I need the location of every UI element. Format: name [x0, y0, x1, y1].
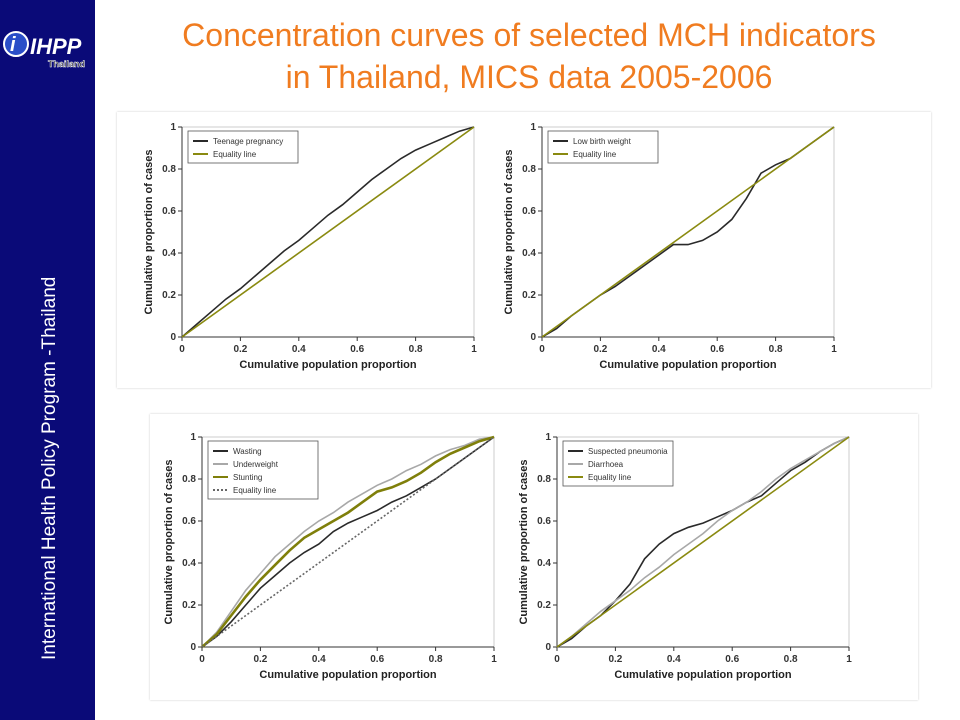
y-tick-label: 1 — [190, 432, 196, 443]
series-stunting — [201, 435, 495, 648]
chart-low-birth-weight: 0 0.2 0.4 0.6 0.8 1 0 0.2 0.4 0.6 0.8 1 Cumulative p… — [503, 122, 837, 371]
y-tick-label: 0.2 — [162, 290, 176, 301]
title-line-1: Concentration curves of selected MCH ind… — [182, 17, 876, 53]
y-axis-label: Cumulative proportion of cases — [518, 459, 530, 624]
y-tick-label: 1 — [530, 122, 536, 133]
x-tick-label: 0.2 — [608, 654, 622, 665]
legend-box — [547, 130, 659, 164]
x-tick-label: 0.4 — [652, 344, 666, 355]
y-tick-label: 1 — [170, 122, 176, 133]
y-axis-label: Cumulative proportion of cases — [143, 149, 155, 314]
x-tick-label: 0.2 — [233, 344, 247, 355]
chart-nutrition: 0 0.2 0.4 0.6 0.8 1 0 0.2 0.4 0.6 0.8 1 Cumulative p… — [163, 432, 497, 681]
y-tick-label: 0.2 — [182, 600, 196, 611]
x-tick-label: 1 — [831, 344, 837, 355]
series-equality-line — [556, 436, 850, 648]
x-tick-label: 0 — [554, 654, 560, 665]
y-tick-label: 0.6 — [162, 206, 176, 217]
legend-label-equality-line: Equality line — [588, 473, 632, 482]
y-tick-label: 0 — [545, 642, 551, 653]
legend-label-suspected-pneumonia: Suspected pneumonia — [588, 447, 668, 456]
y-tick-label: 0.6 — [537, 516, 551, 527]
sidebar: i IHPP Thailand International Health Pol… — [0, 0, 95, 720]
y-tick-label: 0 — [530, 332, 536, 343]
ihpp-logo: i IHPP Thailand — [3, 31, 85, 69]
legend-label-diarrhoea: Diarrhoea — [588, 460, 624, 469]
y-tick-label: 0.4 — [522, 248, 536, 259]
x-axis-label: Cumulative population proportion — [614, 669, 791, 681]
y-tick-label: 0 — [170, 332, 176, 343]
x-tick-label: 1 — [846, 654, 852, 665]
logo-main-text: IHPP — [30, 34, 82, 59]
x-tick-label: 0.8 — [769, 344, 783, 355]
y-tick-label: 0.8 — [537, 474, 551, 485]
y-tick-label: 0.4 — [182, 558, 196, 569]
sidebar-vertical-text: International Health Policy Program -Tha… — [39, 276, 60, 660]
legend-label-underweight: Underweight — [233, 460, 279, 469]
x-axis-label: Cumulative population proportion — [259, 669, 436, 681]
x-tick-label: 0 — [199, 654, 205, 665]
y-tick-label: 0.2 — [537, 600, 551, 611]
page-title: Concentration curves of selected MCH ind… — [98, 14, 960, 98]
y-tick-label: 0.6 — [522, 206, 536, 217]
series-suspected-pneumonia — [556, 436, 850, 648]
series-wasting — [201, 436, 495, 648]
x-tick-label: 0.8 — [784, 654, 798, 665]
x-tick-label: 0.4 — [312, 654, 326, 665]
chart-pneumonia-diarrhoea: 0 0.2 0.4 0.6 0.8 1 0 0.2 0.4 0.6 0.8 1 Cumulative p… — [518, 432, 852, 681]
x-tick-label: 1 — [471, 344, 477, 355]
legend-label-wasting: Wasting — [233, 447, 262, 456]
x-tick-label: 0.2 — [593, 344, 607, 355]
series-teenage-pregnancy — [181, 126, 475, 338]
y-tick-label: 0.8 — [522, 164, 536, 175]
series-diarrhoea — [556, 436, 850, 648]
y-tick-label: 1 — [545, 432, 551, 443]
y-tick-label: 0.6 — [182, 516, 196, 527]
legend-label-equality-line: Equality line — [213, 150, 257, 159]
y-axis-label: Cumulative proportion of cases — [163, 459, 175, 624]
series-equality-line — [541, 126, 835, 338]
legend-label-stunting: Stunting — [233, 473, 262, 482]
legend-box — [187, 130, 299, 164]
legend-label-equality-line: Equality line — [573, 150, 617, 159]
y-tick-label: 0 — [190, 642, 196, 653]
chart-teenage-pregnancy: 0 0.2 0.4 0.6 0.8 1 0 0.2 0.4 0.6 0.8 1 Cumulative p… — [143, 122, 477, 371]
legend-label-equality-line: Equality line — [233, 486, 277, 495]
x-tick-label: 1 — [491, 654, 497, 665]
series-equality-line — [181, 126, 475, 338]
y-tick-label: 0.4 — [537, 558, 551, 569]
x-tick-label: 0.2 — [253, 654, 267, 665]
x-tick-label: 0.4 — [667, 654, 681, 665]
logo-sub-text: Thailand — [48, 59, 85, 69]
title-line-2: in Thailand, MICS data 2005-2006 — [285, 59, 773, 95]
x-tick-label: 0.6 — [370, 654, 384, 665]
x-tick-label: 0 — [179, 344, 185, 355]
x-tick-label: 0.6 — [725, 654, 739, 665]
y-tick-label: 0.4 — [162, 248, 176, 259]
x-axis-label: Cumulative population proportion — [599, 359, 776, 371]
x-axis-label: Cumulative population proportion — [239, 359, 416, 371]
x-tick-label: 0.6 — [710, 344, 724, 355]
legend-label-teenage-pregnancy: Teenage pregnancy — [213, 137, 283, 146]
y-axis-label: Cumulative proportion of cases — [503, 149, 515, 314]
logo-i: i — [10, 34, 16, 56]
x-tick-label: 0 — [539, 344, 545, 355]
legend-label-low-birth-weight: Low birth weight — [573, 137, 632, 146]
x-tick-label: 0.8 — [409, 344, 423, 355]
series-underweight — [201, 436, 495, 648]
y-tick-label: 0.8 — [162, 164, 176, 175]
y-tick-label: 0.8 — [182, 474, 196, 485]
y-tick-label: 0.2 — [522, 290, 536, 301]
x-tick-label: 0.8 — [429, 654, 443, 665]
x-tick-label: 0.6 — [350, 344, 364, 355]
x-tick-label: 0.4 — [292, 344, 306, 355]
